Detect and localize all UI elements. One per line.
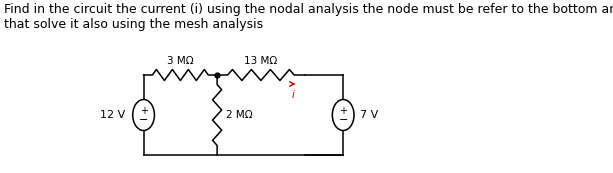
Text: +: +	[140, 106, 148, 116]
Text: i: i	[292, 90, 295, 100]
Text: 7 V: 7 V	[360, 110, 378, 120]
Text: that solve it also using the mesh analysis: that solve it also using the mesh analys…	[4, 18, 262, 31]
Text: Find in the circuit the current (i) using the nodal analysis the node must be re: Find in the circuit the current (i) usin…	[4, 3, 613, 16]
Text: 13 MΩ: 13 MΩ	[244, 56, 278, 66]
Text: −: −	[139, 116, 148, 125]
Text: 12 V: 12 V	[100, 110, 126, 120]
Text: −: −	[338, 116, 348, 125]
Text: 3 MΩ: 3 MΩ	[167, 56, 194, 66]
Text: 2 MΩ: 2 MΩ	[226, 110, 253, 120]
Text: +: +	[339, 106, 347, 116]
